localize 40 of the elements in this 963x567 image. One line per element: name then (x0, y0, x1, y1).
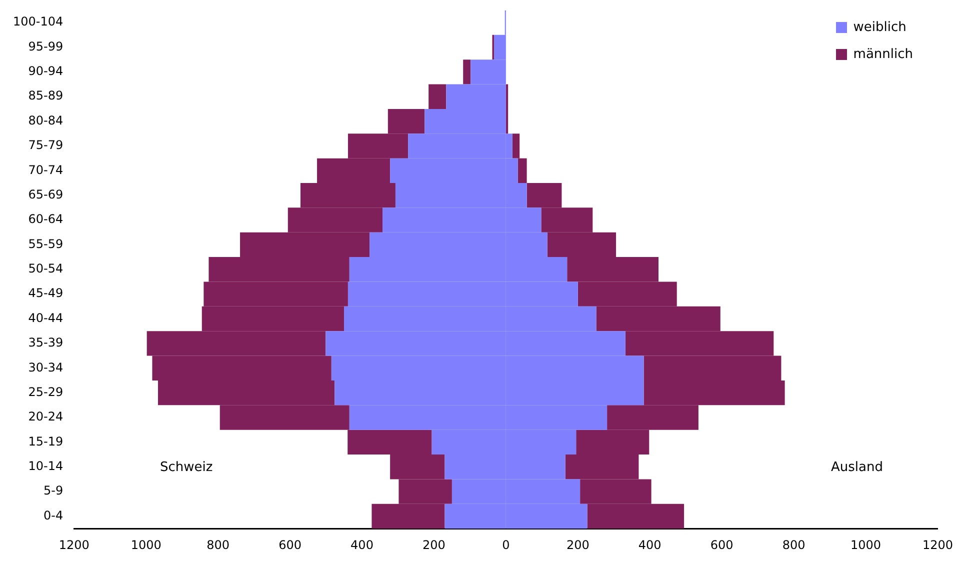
y-tick-label: 95-99 (28, 39, 64, 54)
y-tick-label: 65-69 (28, 187, 64, 202)
x-tick-label: 200 (422, 538, 446, 552)
y-tick-label: 10-14 (28, 459, 64, 474)
x-tick-label: 600 (278, 538, 302, 552)
legend-label: weiblich (853, 20, 906, 35)
y-tick-label: 30-34 (28, 360, 64, 374)
y-tick-label: 5-9 (44, 484, 64, 498)
x-tick-label: 400 (350, 538, 374, 552)
x-tick-label: 1000 (130, 538, 162, 552)
y-tick-label: 70-74 (28, 162, 64, 177)
bar (428, 84, 446, 109)
y-tick-label: 60-64 (28, 212, 64, 226)
y-tick-label: 75-79 (28, 138, 64, 152)
y-tick-label: 25-29 (28, 384, 64, 399)
y-tick-label: 20-24 (28, 410, 64, 424)
x-tick-label: 200 (566, 538, 590, 552)
annotation: Schweiz (160, 460, 213, 475)
y-tick-label: 45-49 (28, 286, 64, 300)
y-tick-label: 55-59 (28, 236, 64, 251)
y-tick-label: 85-89 (28, 88, 64, 103)
y-tick-label: 50-54 (28, 262, 64, 276)
x-tick-label: 600 (710, 538, 734, 552)
y-tick-label: 90-94 (28, 64, 64, 78)
x-tick-label: 1200 (58, 538, 90, 552)
y-tick-label: 80-84 (28, 113, 64, 128)
y-tick-label: 0-4 (44, 508, 64, 522)
y-tick-label: 15-19 (28, 434, 64, 448)
legend-label: männlich (853, 47, 913, 62)
x-tick-label: 400 (638, 538, 662, 552)
x-tick-label: 800 (206, 538, 230, 552)
x-tick-label: 0 (502, 538, 510, 552)
bar (463, 60, 471, 84)
x-tick-label: 1200 (922, 538, 954, 552)
annotation: Ausland (831, 460, 883, 475)
y-tick-label: 100-104 (13, 14, 64, 29)
y-tick-label: 35-39 (28, 336, 64, 350)
y-tick-label: 40-44 (28, 310, 64, 325)
x-tick-label: 1000 (850, 538, 882, 552)
x-tick-label: 800 (782, 538, 806, 552)
